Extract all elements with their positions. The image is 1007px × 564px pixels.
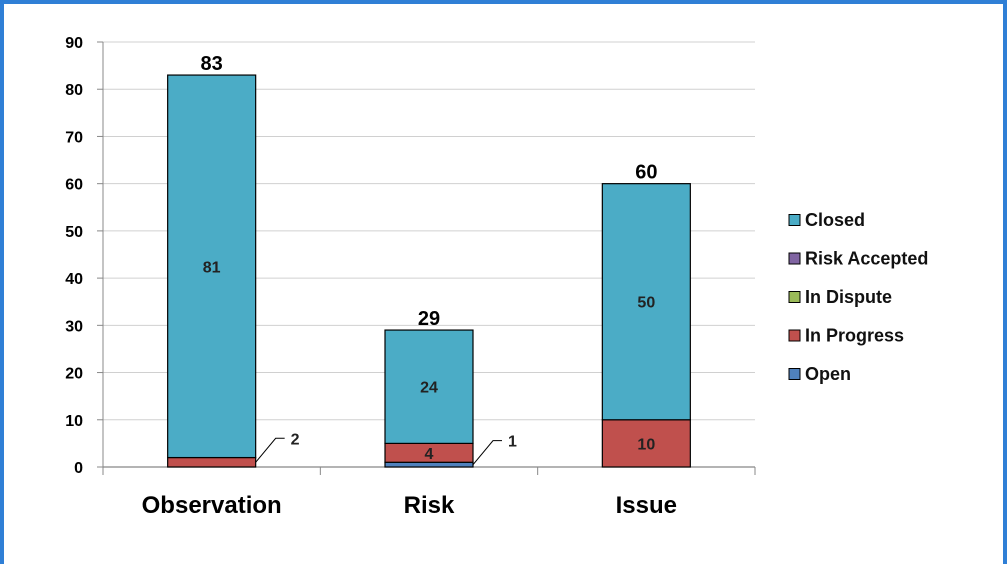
legend: Closed Risk Accepted In Dispute In Progress… — [788, 210, 928, 384]
bar-segment-open — [384, 461, 474, 468]
x-tick-label: Risk — [404, 492, 455, 519]
y-tick-label: 90 — [65, 35, 83, 52]
legend-swatch — [788, 329, 801, 342]
data-labels: 2 81 83 1 4 24 29 10 50 60 — [201, 53, 657, 465]
y-tick-label: 60 — [65, 177, 83, 194]
y-tick-label: 80 — [65, 82, 83, 99]
segment-value-label: 1 — [508, 434, 517, 451]
segment-value-label: 4 — [425, 446, 434, 463]
axes: 0 10 20 30 40 50 60 70 80 90 Observation Risk Issue — [65, 35, 756, 519]
bar-segment-in-progress — [601, 419, 691, 468]
legend-entry: Risk Accepted — [805, 249, 928, 269]
x-tick-label: Issue — [616, 492, 677, 519]
x-tick-label: Observation — [142, 492, 282, 519]
legend-entry: In Progress — [805, 326, 904, 346]
callout-leader-line — [255, 437, 285, 463]
y-tick-label: 70 — [65, 129, 83, 146]
segment-value-label: 2 — [291, 431, 300, 448]
y-tick-label: 50 — [65, 224, 83, 241]
segment-value-label: 24 — [420, 380, 438, 397]
bars — [167, 74, 691, 468]
y-tick-label: 0 — [74, 460, 83, 477]
bar-segment-closed — [167, 74, 257, 459]
legend-swatch — [788, 214, 801, 226]
segment-value-label: 10 — [637, 436, 655, 453]
callout-leader-line — [472, 440, 502, 465]
y-tick-label: 20 — [65, 366, 83, 383]
bar-total-label: 83 — [201, 53, 223, 75]
legend-swatch — [788, 252, 801, 265]
bar-segment-closed — [601, 183, 691, 421]
y-tick-label: 10 — [65, 413, 83, 430]
y-tick-label: 30 — [65, 318, 83, 335]
legend-entry: Closed — [805, 210, 865, 230]
segment-value-label: 81 — [203, 259, 221, 276]
segment-value-label: 50 — [637, 295, 655, 312]
y-tick-label: 40 — [65, 271, 83, 288]
bar-segment-in-progress — [167, 456, 257, 468]
legend-swatch — [788, 291, 801, 303]
legend-entry: In Dispute — [805, 287, 892, 307]
bar-total-label: 29 — [418, 308, 440, 330]
bar-segment-closed — [384, 329, 474, 444]
legend-entry: Open — [805, 364, 851, 384]
legend-swatch — [788, 368, 801, 380]
bar-total-label: 60 — [635, 162, 657, 184]
